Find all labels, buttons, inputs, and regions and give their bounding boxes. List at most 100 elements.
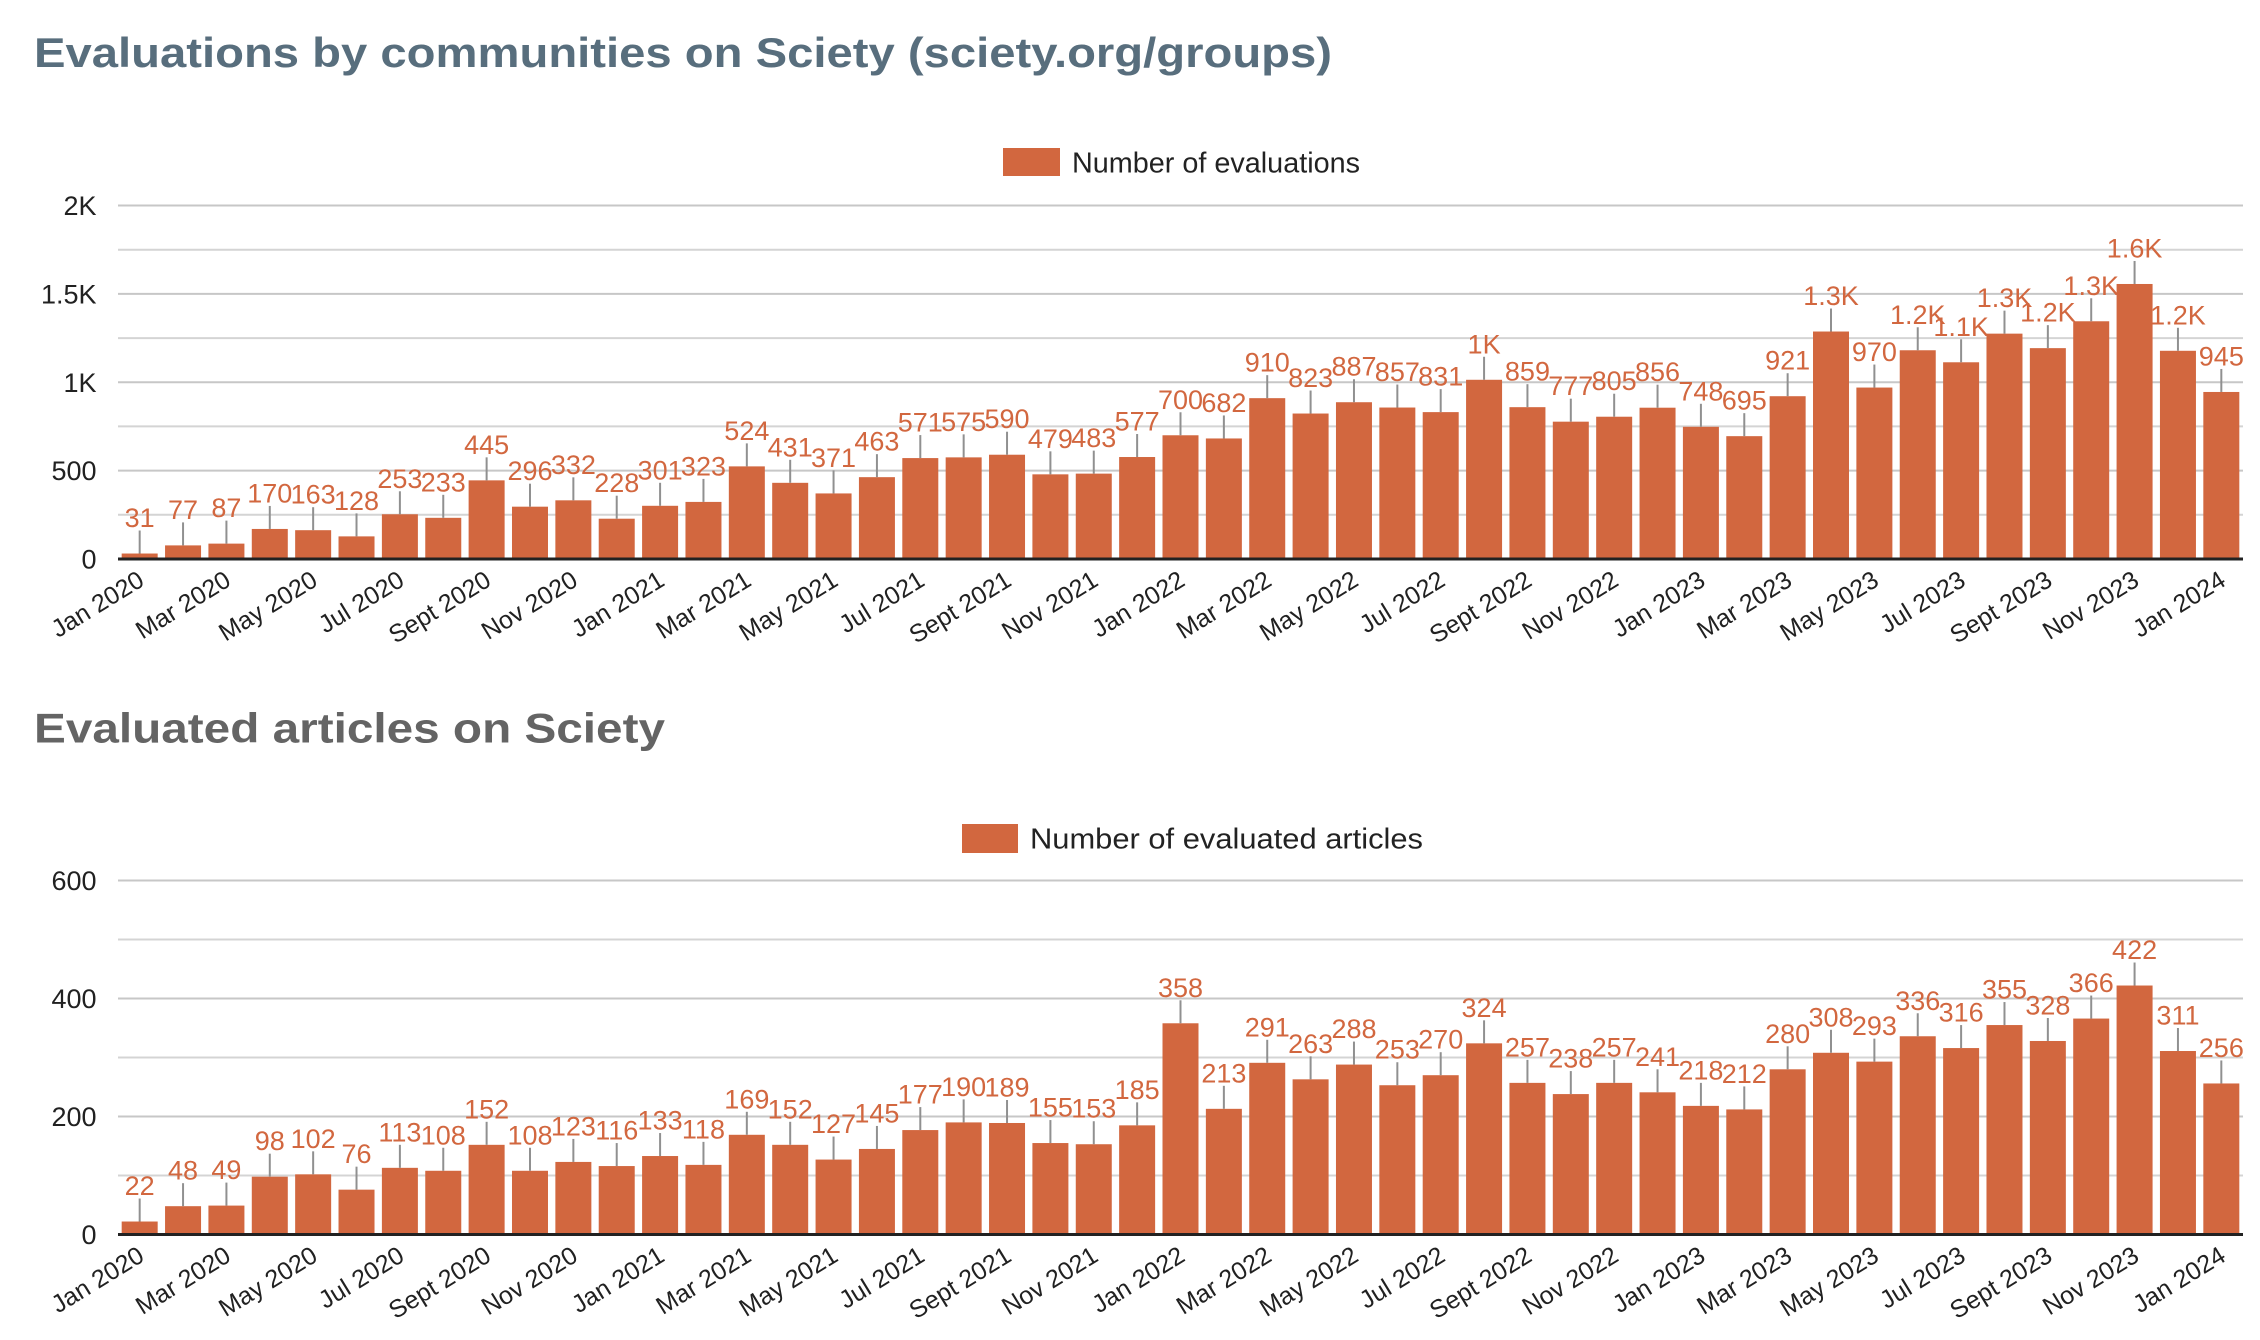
svg-text:241: 241 [1635,1042,1680,1072]
svg-text:366: 366 [2069,968,2114,998]
svg-text:431: 431 [768,432,813,462]
svg-text:190: 190 [941,1072,986,1102]
svg-text:22: 22 [125,1171,155,1201]
svg-text:Nov 2020: Nov 2020 [477,566,583,646]
svg-text:422: 422 [2112,935,2157,965]
svg-text:145: 145 [854,1098,899,1128]
svg-text:970: 970 [1852,337,1897,367]
svg-text:777: 777 [1548,371,1593,401]
svg-text:263: 263 [1288,1029,1333,1059]
svg-text:May 2023: May 2023 [1775,566,1883,647]
svg-text:311: 311 [2156,1001,2199,1031]
svg-text:1.1K: 1.1K [1933,312,1989,342]
svg-text:Jan 2022: Jan 2022 [1087,566,1189,644]
svg-text:945: 945 [2199,341,2244,371]
svg-text:856: 856 [1635,357,1680,387]
svg-text:128: 128 [334,486,379,516]
svg-text:152: 152 [768,1094,813,1124]
svg-text:1.2K: 1.2K [1890,300,1946,330]
svg-text:253: 253 [377,464,422,494]
svg-text:445: 445 [464,430,509,460]
svg-text:823: 823 [1288,363,1333,393]
svg-text:200: 200 [51,1102,96,1132]
svg-text:123: 123 [551,1111,596,1141]
svg-text:Evaluations by communities on: Evaluations by communities on Sciety (sc… [34,29,1332,76]
svg-text:280: 280 [1765,1019,1810,1049]
svg-text:921: 921 [1765,346,1810,376]
svg-text:185: 185 [1115,1075,1160,1105]
svg-text:Nov 2023: Nov 2023 [2038,1241,2144,1321]
svg-text:2K: 2K [63,191,96,221]
svg-text:296: 296 [507,456,552,486]
svg-text:31: 31 [125,503,155,533]
svg-text:577: 577 [1115,407,1160,437]
svg-text:500: 500 [51,456,96,486]
svg-text:336: 336 [1895,986,1940,1016]
svg-text:233: 233 [421,467,466,497]
svg-text:108: 108 [507,1120,552,1150]
svg-text:1K: 1K [1468,329,1501,359]
svg-text:102: 102 [291,1124,336,1154]
svg-text:910: 910 [1245,348,1290,378]
svg-text:0: 0 [81,1220,96,1250]
svg-text:116: 116 [595,1116,638,1146]
svg-text:Number of evaluated articles: Number of evaluated articles [1030,824,1423,856]
svg-text:213: 213 [1201,1058,1246,1088]
svg-text:0: 0 [81,545,96,575]
svg-text:1.3K: 1.3K [1803,281,1859,311]
svg-text:257: 257 [1505,1032,1550,1062]
svg-text:169: 169 [724,1084,769,1114]
svg-text:87: 87 [211,493,241,523]
svg-text:98: 98 [255,1126,285,1156]
svg-text:1K: 1K [63,368,96,398]
svg-text:1.2K: 1.2K [2020,298,2076,328]
svg-text:463: 463 [854,427,899,457]
svg-text:358: 358 [1158,973,1203,1003]
svg-text:Jan 2020: Jan 2020 [46,566,148,644]
svg-text:288: 288 [1331,1014,1376,1044]
svg-text:479: 479 [1028,424,1073,454]
svg-text:Number of evaluations: Number of evaluations [1072,148,1360,180]
svg-text:253: 253 [1375,1035,1420,1065]
svg-text:218: 218 [1678,1055,1723,1085]
svg-text:Nov 2020: Nov 2020 [477,1241,583,1321]
svg-text:400: 400 [51,984,96,1014]
svg-text:301: 301 [638,455,683,485]
svg-text:308: 308 [1808,1002,1853,1032]
svg-text:1.2K: 1.2K [2150,300,2206,330]
svg-text:831: 831 [1418,362,1463,392]
svg-text:857: 857 [1375,357,1420,387]
svg-text:118: 118 [682,1114,725,1144]
svg-text:682: 682 [1201,388,1246,418]
svg-text:575: 575 [941,407,986,437]
svg-text:133: 133 [638,1106,683,1136]
svg-text:Nov 2022: Nov 2022 [1517,566,1623,646]
svg-text:Evaluated articles on Sciety: Evaluated articles on Sciety [34,705,666,752]
svg-text:238: 238 [1548,1044,1593,1074]
svg-text:524: 524 [724,416,769,446]
svg-text:805: 805 [1592,366,1637,396]
svg-text:323: 323 [681,451,726,481]
svg-text:152: 152 [464,1094,509,1124]
svg-text:1.5K: 1.5K [41,279,97,309]
svg-text:324: 324 [1462,993,1507,1023]
svg-text:256: 256 [2199,1033,2244,1063]
svg-text:257: 257 [1592,1032,1637,1062]
svg-text:1.6K: 1.6K [2107,233,2163,263]
svg-text:1.3K: 1.3K [1977,283,2033,313]
svg-text:600: 600 [51,866,96,896]
svg-text:Jan 2021: Jan 2021 [567,1241,669,1319]
svg-text:748: 748 [1678,376,1723,406]
svg-text:76: 76 [341,1139,371,1169]
svg-text:859: 859 [1505,357,1550,387]
svg-text:Nov 2022: Nov 2022 [1517,1241,1623,1321]
svg-text:Nov 2021: Nov 2021 [997,1241,1103,1321]
svg-text:155: 155 [1028,1093,1073,1123]
svg-text:Nov 2021: Nov 2021 [997,566,1103,646]
svg-text:1.3K: 1.3K [2063,271,2119,301]
svg-text:May 2020: May 2020 [214,566,322,647]
svg-text:May 2021: May 2021 [734,566,842,647]
svg-text:153: 153 [1071,1094,1116,1124]
svg-text:270: 270 [1418,1025,1463,1055]
svg-text:113: 113 [378,1117,421,1147]
